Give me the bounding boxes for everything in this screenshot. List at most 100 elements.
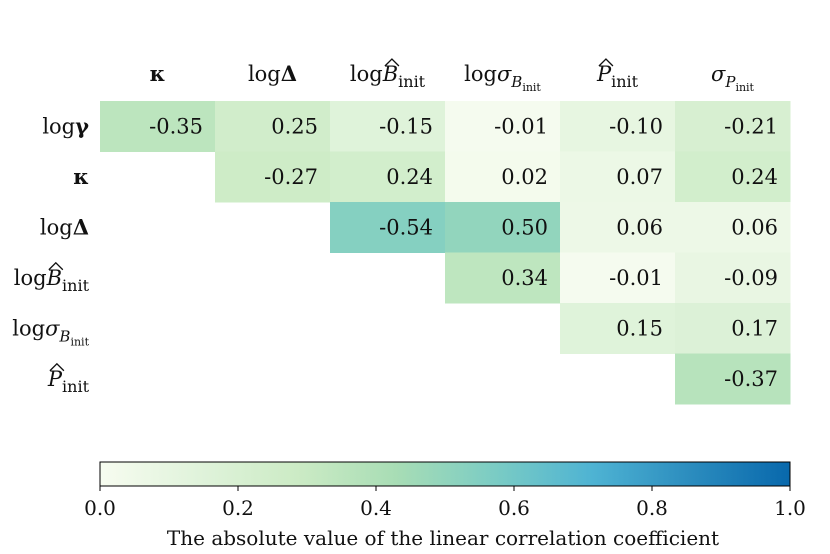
cell-value-label: -0.01	[494, 114, 548, 138]
cell-value-label: 0.34	[501, 266, 548, 290]
axis-label-logDelta: logΔ	[40, 214, 89, 239]
cell-value-label: 0.06	[731, 215, 778, 239]
hat-accent-icon	[48, 261, 64, 271]
cell-value-label: -0.35	[149, 114, 203, 138]
label-subscript: init	[398, 72, 426, 91]
heatmap-cell	[445, 202, 561, 253]
label-prefix: log	[12, 316, 45, 340]
label-symbol: B	[382, 62, 398, 86]
cell-value-label: 0.25	[271, 114, 318, 138]
colorbar-tick-label: 0.4	[360, 496, 392, 520]
label-subscript: init	[611, 72, 639, 91]
label-symbol: γ	[75, 113, 89, 138]
heatmap-cell	[215, 101, 331, 152]
label-prefix: log	[40, 215, 73, 239]
label-prefix: log	[14, 266, 47, 290]
axis-label-logGamma: logγ	[42, 113, 89, 138]
label-symbol: P	[596, 62, 612, 86]
axis-label-Pinit: Pinit	[47, 367, 90, 396]
cell-value-label: -0.27	[264, 165, 318, 189]
label-subscript: B	[510, 73, 522, 91]
label-subscript: P	[724, 73, 736, 91]
heatmap-cell	[330, 202, 446, 253]
heatmap-cell	[560, 202, 676, 253]
cell-value-label: -0.15	[379, 114, 433, 138]
label-symbol: σ	[497, 62, 512, 86]
cell-value-label: 0.17	[731, 316, 778, 340]
label-symbol: B	[46, 266, 62, 290]
label-prefix: log	[248, 62, 281, 86]
cell-value-label: -0.10	[609, 114, 663, 138]
cell-value-label: -0.09	[724, 266, 778, 290]
label-symbol: σ	[711, 62, 726, 86]
label-subsubscript: init	[70, 335, 89, 348]
cell-value-label: 0.07	[616, 165, 663, 189]
heatmap-cell	[675, 151, 791, 203]
colorbar-tick-label: 0.0	[84, 496, 116, 520]
label-subsubscript: init	[735, 81, 754, 94]
axis-label-Pinit: Pinit	[596, 62, 639, 91]
cell-value-label: -0.21	[724, 114, 778, 138]
label-subscript: B	[58, 327, 70, 345]
axis-label-logSigmaB: logσBinit	[464, 62, 541, 94]
heatmap-cell	[445, 151, 561, 203]
axis-label-logDelta: logΔ	[248, 61, 297, 86]
axis-label-sigmaP: σPinit	[711, 62, 755, 94]
label-symbol: Δ	[73, 214, 89, 239]
axis-label-logBinit: logBinit	[350, 62, 426, 91]
label-symbol: σ	[45, 316, 60, 340]
cell-value-label: -0.01	[609, 266, 663, 290]
heatmap-cell	[675, 252, 791, 304]
heatmap-cell	[560, 252, 676, 304]
colorbar-ticks: 0.0 0.2 0.4 0.6 0.8 1.0	[84, 486, 806, 520]
label-subscript: init	[62, 276, 90, 295]
label-symbol: κ	[73, 164, 89, 189]
heatmap-cell	[445, 101, 561, 152]
label-prefix: log	[350, 62, 383, 86]
colorbar-tick-label: 1.0	[774, 496, 806, 520]
cell-value-label: 0.02	[501, 165, 548, 189]
heatmap-cell	[675, 202, 791, 253]
label-symbol: Δ	[281, 61, 297, 86]
heatmap-cell	[445, 252, 561, 304]
axis-label-logSigmaB: logσBinit	[12, 316, 89, 348]
label-symbol: P	[47, 367, 63, 391]
axis-label-kappa: κ	[73, 164, 89, 189]
colorbar-gradient	[99, 461, 791, 487]
heatmap-cell	[330, 101, 446, 152]
colorbar-label: The absolute value of the linear correla…	[167, 526, 719, 550]
label-subscript: init	[62, 377, 90, 396]
label-prefix: log	[464, 62, 497, 86]
heatmap-cell	[330, 151, 446, 203]
colorbar-tick-label: 0.2	[222, 496, 254, 520]
heatmap-cell	[675, 303, 791, 354]
axis-label-logBinit: logBinit	[14, 266, 90, 295]
heatmap-cell	[215, 151, 331, 203]
hat-accent-icon	[49, 362, 65, 372]
heatmap-cell	[675, 101, 791, 152]
label-symbol: κ	[150, 61, 166, 86]
colorbar-tick-label: 0.8	[636, 496, 668, 520]
hat-accent-icon	[598, 58, 614, 67]
heatmap-cell	[675, 353, 791, 405]
cell-value-label: -0.37	[724, 367, 778, 391]
heatmap-cells: -0.35 0.25 -0.15 -0.01 -0.10 -0.21 -0.27 0.24 0.…	[100, 101, 791, 405]
label-prefix: log	[42, 114, 75, 138]
colorbar: 0.0 0.2 0.4 0.6 0.8 1.0 The absolute value of…	[84, 461, 806, 550]
heatmap-cell	[560, 101, 676, 152]
cell-value-label: 0.50	[501, 215, 548, 239]
heatmap-cell	[560, 303, 676, 354]
hat-accent-icon	[384, 58, 400, 67]
axis-label-kappa: κ	[150, 61, 166, 86]
cell-value-label: 0.15	[616, 316, 663, 340]
cell-value-label: 0.24	[386, 165, 433, 189]
cell-value-label: 0.24	[731, 165, 778, 189]
colorbar-tick-label: 0.6	[498, 496, 530, 520]
heatmap-cell	[100, 101, 216, 152]
label-subsubscript: init	[522, 81, 541, 94]
heatmap-cell	[560, 151, 676, 203]
cell-value-label: 0.06	[616, 215, 663, 239]
